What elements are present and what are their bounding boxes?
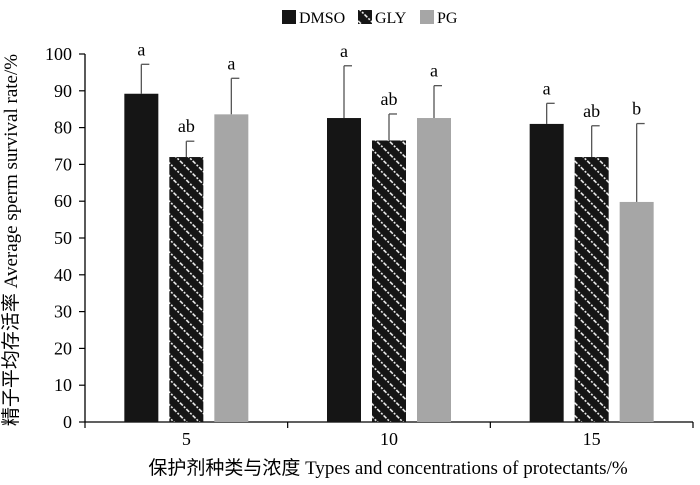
bar-dmso — [529, 123, 564, 423]
legend-swatch-dmso — [282, 10, 296, 24]
significance-label: a — [430, 61, 438, 81]
x-tick-label: 5 — [182, 429, 191, 449]
bar-dmso — [327, 118, 361, 423]
y-tick-label: 40 — [54, 265, 72, 285]
significance-label: b — [632, 99, 641, 119]
y-tick-label: 0 — [63, 412, 72, 432]
bar-pg — [619, 201, 654, 422]
significance-label: a — [543, 78, 551, 98]
y-axis-label: 精子平均存活率 Average sperm survival rate/% — [0, 54, 22, 426]
significance-label: ab — [583, 101, 600, 121]
significance-label: ab — [178, 116, 195, 136]
x-tick-label: 10 — [380, 429, 398, 449]
bar-pg — [417, 118, 451, 423]
y-tick-label: 90 — [54, 81, 72, 101]
significance-label: a — [227, 53, 235, 73]
legend-label-gly: GLY — [375, 10, 407, 27]
legend-swatch-gly — [358, 10, 372, 24]
legend: DMSO GLY PG — [282, 10, 458, 27]
x-axis-label: 保护剂种类与浓度 Types and concentrations of pro… — [148, 457, 628, 479]
y-tick-label: 20 — [54, 338, 72, 358]
axes: 0 10 20 30 40 50 60 70 80 90 100 5 10 15 — [45, 44, 694, 449]
y-tick-label: 50 — [54, 228, 72, 248]
bar-gly — [169, 157, 204, 423]
bar-gly — [574, 157, 609, 423]
y-tick-label: 30 — [54, 302, 72, 322]
y-tick-label: 100 — [45, 44, 72, 64]
y-tick-label: 80 — [54, 118, 72, 138]
significance-label: a — [137, 39, 145, 59]
y-tick-label: 70 — [54, 154, 72, 174]
legend-label-pg: PG — [437, 10, 458, 27]
bar-pg — [214, 114, 249, 423]
x-tick-label: 15 — [583, 429, 601, 449]
y-tick-label: 60 — [54, 191, 72, 211]
bar-dmso — [124, 93, 159, 422]
significance-label: ab — [381, 89, 398, 109]
legend-swatch-pg — [420, 10, 434, 24]
legend-label-dmso: DMSO — [299, 10, 345, 27]
y-tick-label: 10 — [54, 375, 72, 395]
significance-label: a — [340, 41, 348, 61]
bar-gly — [372, 140, 406, 423]
